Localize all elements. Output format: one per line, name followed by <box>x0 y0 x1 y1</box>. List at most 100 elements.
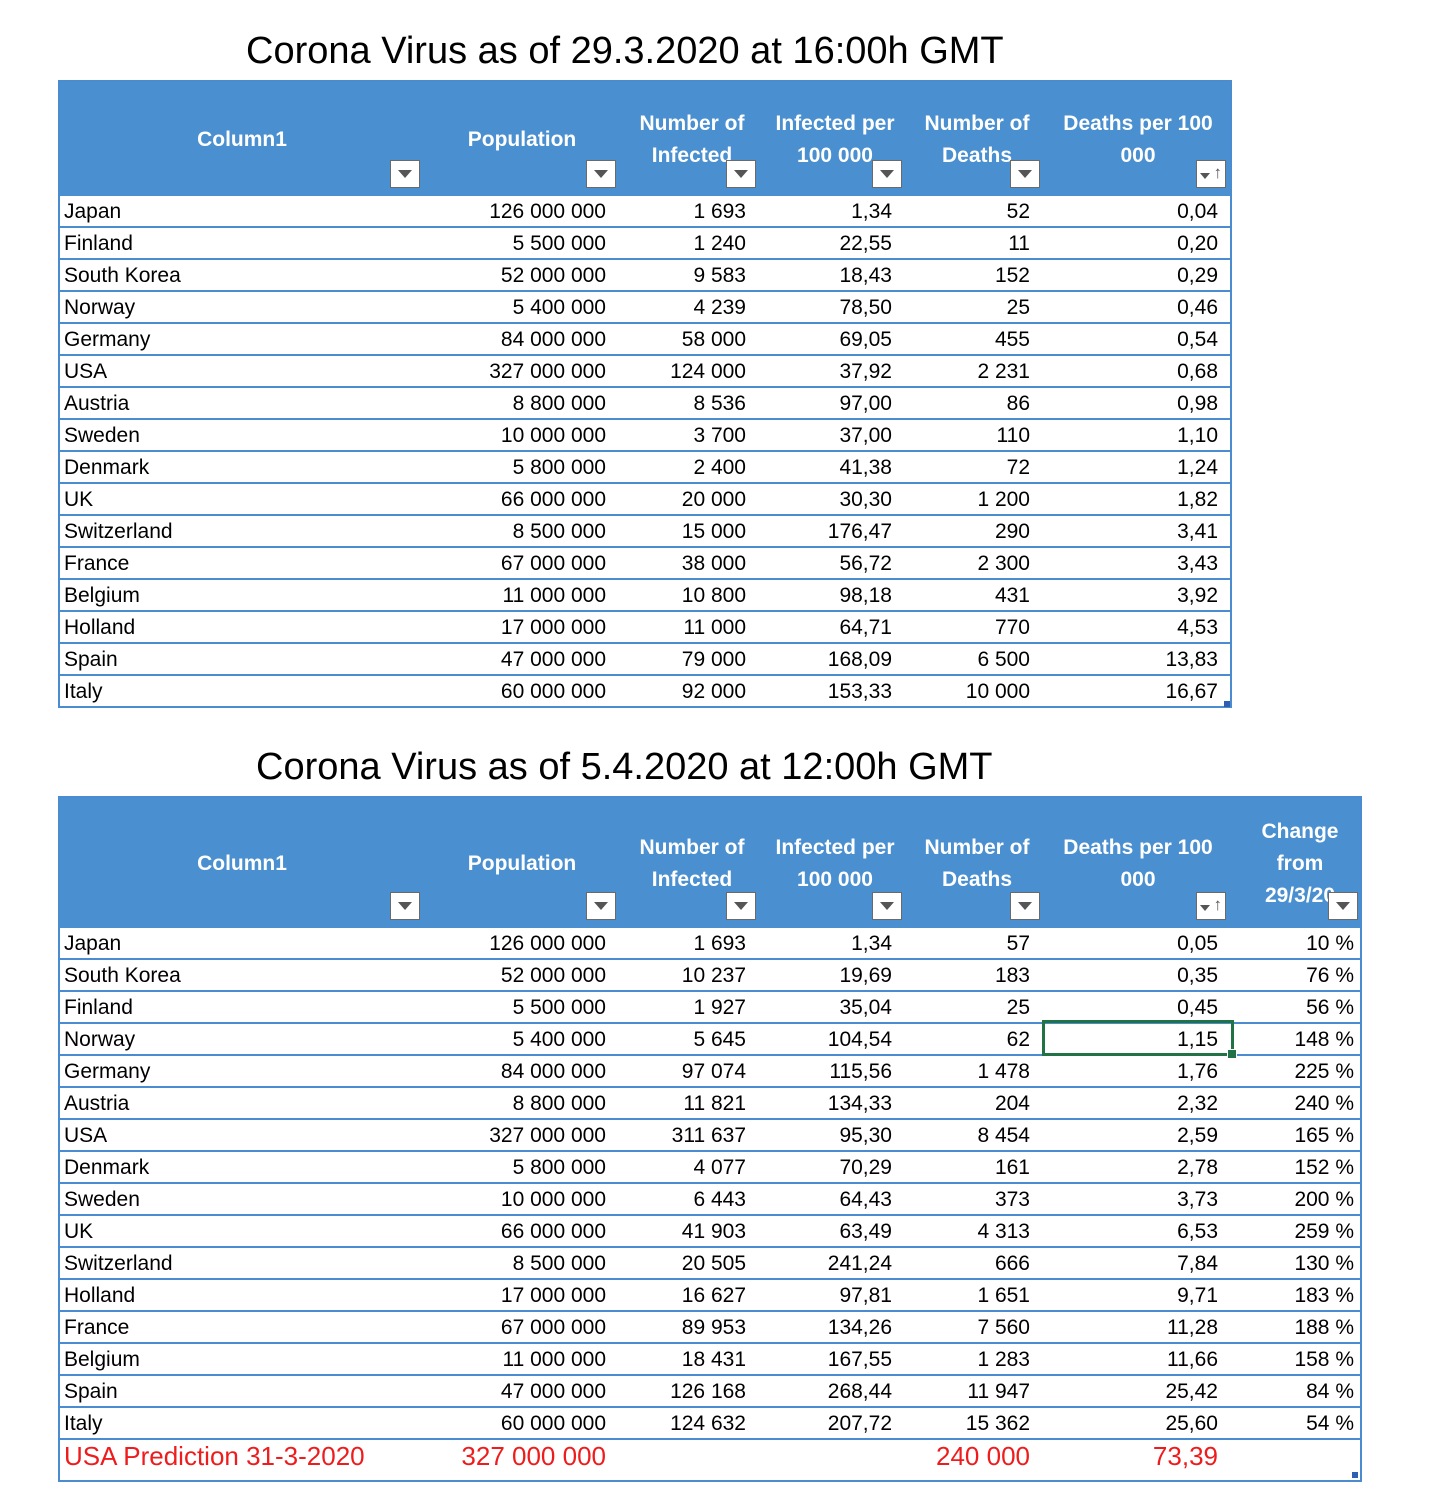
cell-infected-per-100k[interactable]: 22,55 <box>839 232 892 255</box>
cell-infected[interactable]: 2 400 <box>693 456 746 479</box>
cell-country[interactable]: France <box>64 552 130 575</box>
filter-infected-per-100k-button[interactable] <box>872 892 902 920</box>
cell-infected-per-100k[interactable]: 97,00 <box>839 392 892 415</box>
filter-infected-button[interactable] <box>726 892 756 920</box>
cell-infected[interactable]: 10 800 <box>681 584 746 607</box>
table2-resize-handle[interactable] <box>1352 1472 1358 1478</box>
cell-country[interactable]: Belgium <box>64 1348 140 1371</box>
cell-country[interactable]: Spain <box>64 648 118 671</box>
cell-infected[interactable]: 1 240 <box>693 232 746 255</box>
cell-country[interactable]: Germany <box>64 1060 151 1083</box>
cell-infected-per-100k[interactable]: 69,05 <box>839 328 892 351</box>
cell-infected-per-100k[interactable]: 37,00 <box>839 424 892 447</box>
cell-population[interactable]: 84 000 000 <box>500 1060 606 1083</box>
cell-infected[interactable]: 10 237 <box>681 964 746 987</box>
cell-deaths-per-100k[interactable]: 3,92 <box>1177 584 1218 607</box>
cell-deaths-per-100k[interactable]: 0,54 <box>1177 328 1218 351</box>
cell-infected-per-100k[interactable]: 1,34 <box>851 932 892 955</box>
cell-deaths[interactable]: 25 <box>1006 996 1030 1019</box>
cell-deaths[interactable]: 2 231 <box>977 360 1030 383</box>
cell-country[interactable]: Finland <box>64 996 133 1019</box>
cell-population[interactable]: 8 500 000 <box>512 520 606 543</box>
cell-country[interactable]: Denmark <box>64 1156 150 1179</box>
cell-deaths-per-100k[interactable]: 1,10 <box>1177 424 1218 447</box>
cell-deaths[interactable]: 204 <box>994 1092 1030 1115</box>
cell-infected-per-100k[interactable]: 18,43 <box>839 264 892 287</box>
cell-infected[interactable]: 3 700 <box>693 424 746 447</box>
prediction-deaths-per-100k[interactable]: 73,39 <box>1152 1441 1218 1471</box>
cell-infected[interactable]: 97 074 <box>681 1060 746 1083</box>
cell-country[interactable]: South Korea <box>64 964 181 987</box>
cell-country[interactable]: France <box>64 1316 130 1339</box>
cell-deaths-per-100k[interactable]: 1,24 <box>1177 456 1218 479</box>
cell-population[interactable]: 5 500 000 <box>512 232 606 255</box>
filter-country-button[interactable] <box>390 892 420 920</box>
cell-population[interactable]: 8 800 000 <box>512 1092 606 1115</box>
cell-deaths-per-100k[interactable]: 4,53 <box>1177 616 1218 639</box>
cell-deaths[interactable]: 110 <box>996 424 1030 447</box>
cell-change-pct[interactable]: 56 % <box>1306 996 1354 1019</box>
cell-infected[interactable]: 92 000 <box>681 680 746 703</box>
fill-handle[interactable] <box>1227 1049 1237 1059</box>
cell-infected-per-100k[interactable]: 95,30 <box>839 1124 892 1147</box>
cell-infected[interactable]: 9 583 <box>693 264 746 287</box>
active-cell-selection[interactable] <box>1042 1020 1237 1059</box>
cell-infected-per-100k[interactable]: 70,29 <box>839 1156 892 1179</box>
cell-infected-per-100k[interactable]: 168,09 <box>827 648 892 671</box>
cell-country[interactable]: Austria <box>64 392 130 415</box>
cell-deaths[interactable]: 11 947 <box>967 1380 1030 1403</box>
cell-infected[interactable]: 5 645 <box>693 1028 746 1051</box>
cell-deaths-per-100k[interactable]: 25,42 <box>1165 1380 1218 1403</box>
cell-population[interactable]: 47 000 000 <box>500 1380 606 1403</box>
cell-infected-per-100k[interactable]: 78,50 <box>839 296 892 319</box>
prediction-deaths[interactable]: 240 000 <box>936 1441 1030 1471</box>
cell-deaths-per-100k[interactable]: 2,32 <box>1177 1092 1218 1115</box>
filter-population-button[interactable] <box>586 160 616 188</box>
cell-deaths[interactable]: 1 200 <box>977 488 1030 511</box>
cell-deaths[interactable]: 57 <box>1006 932 1030 955</box>
filter-population-button[interactable] <box>586 892 616 920</box>
filter-country-button[interactable] <box>390 160 420 188</box>
cell-deaths-per-100k[interactable]: 0,05 <box>1177 932 1218 955</box>
cell-population[interactable]: 52 000 000 <box>500 964 606 987</box>
cell-deaths[interactable]: 7 560 <box>977 1316 1030 1339</box>
cell-deaths-per-100k[interactable]: 1,15 <box>1177 1028 1218 1051</box>
cell-country[interactable]: USA <box>64 360 108 383</box>
cell-change-pct[interactable]: 165 % <box>1294 1124 1354 1147</box>
cell-country[interactable]: Sweden <box>64 424 140 447</box>
cell-change-pct[interactable]: 54 % <box>1306 1412 1354 1435</box>
cell-infected[interactable]: 6 443 <box>693 1188 746 1211</box>
cell-infected-per-100k[interactable]: 30,30 <box>839 488 892 511</box>
cell-population[interactable]: 60 000 000 <box>500 680 606 703</box>
cell-country[interactable]: Italy <box>64 1412 103 1435</box>
cell-change-pct[interactable]: 10 % <box>1306 932 1354 955</box>
cell-country[interactable]: UK <box>64 1220 94 1243</box>
cell-deaths-per-100k[interactable]: 0,35 <box>1177 964 1218 987</box>
cell-population[interactable]: 84 000 000 <box>500 328 606 351</box>
cell-infected[interactable]: 124 632 <box>670 1412 746 1435</box>
cell-country[interactable]: Germany <box>64 328 151 351</box>
cell-infected-per-100k[interactable]: 97,81 <box>839 1284 892 1307</box>
filter-change-pct-button[interactable] <box>1328 892 1358 920</box>
cell-population[interactable]: 17 000 000 <box>500 616 606 639</box>
cell-infected-per-100k[interactable]: 19,69 <box>839 964 892 987</box>
cell-infected[interactable]: 20 505 <box>681 1252 746 1275</box>
cell-infected[interactable]: 89 953 <box>681 1316 746 1339</box>
cell-change-pct[interactable]: 158 % <box>1294 1348 1354 1371</box>
cell-infected[interactable]: 18 431 <box>681 1348 746 1371</box>
cell-change-pct[interactable]: 84 % <box>1306 1380 1354 1403</box>
cell-deaths-per-100k[interactable]: 11,66 <box>1167 1348 1218 1371</box>
cell-deaths-per-100k[interactable]: 2,78 <box>1177 1156 1218 1179</box>
cell-infected[interactable]: 1 927 <box>693 996 746 1019</box>
cell-deaths-per-100k[interactable]: 0,29 <box>1177 264 1218 287</box>
prediction-label[interactable]: USA Prediction 31-3-2020 <box>64 1441 365 1471</box>
cell-deaths-per-100k[interactable]: 7,84 <box>1177 1252 1218 1275</box>
cell-infected-per-100k[interactable]: 115,56 <box>829 1060 892 1083</box>
cell-deaths-per-100k[interactable]: 2,59 <box>1177 1124 1218 1147</box>
cell-deaths-per-100k[interactable]: 25,60 <box>1165 1412 1218 1435</box>
cell-country[interactable]: Japan <box>64 932 122 955</box>
cell-infected-per-100k[interactable]: 63,49 <box>839 1220 892 1243</box>
cell-population[interactable]: 126 000 000 <box>489 932 606 955</box>
cell-infected-per-100k[interactable]: 207,72 <box>827 1412 892 1435</box>
filter-deaths-per-100k-button[interactable]: ↑ <box>1196 892 1226 920</box>
